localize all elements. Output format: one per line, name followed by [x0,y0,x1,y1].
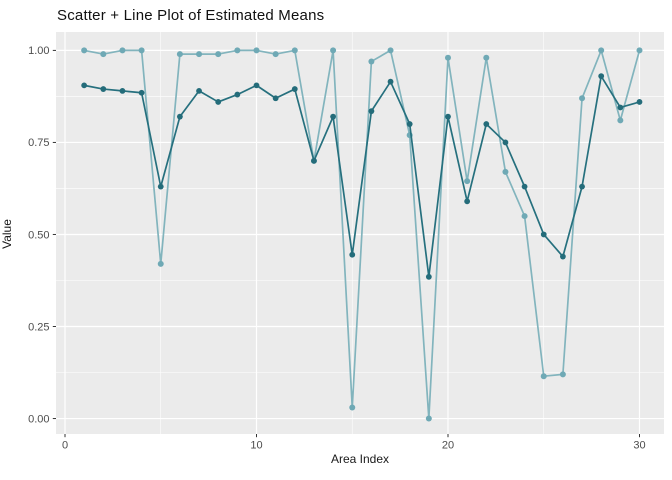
dark-teal-series [81,73,643,280]
dark-teal-series-point [157,183,164,190]
dark-teal-series-point [425,273,432,280]
light-teal-series-point [483,54,490,61]
dark-teal-series-point [483,121,490,127]
dark-teal-series-point [330,113,336,120]
y-tick-label: 0.00 [28,413,49,425]
light-teal-series-point [138,47,145,54]
dark-teal-series-point [253,82,260,89]
light-teal-series-point [521,213,528,220]
light-teal-series-point [579,95,586,102]
light-teal-series-point [636,47,643,54]
light-teal-series-point [368,58,375,65]
dark-teal-series-point [138,89,145,96]
light-teal-series-point [215,51,222,58]
light-teal-series-point [387,47,394,54]
light-teal-series-point [540,373,547,380]
light-teal-series-point [598,47,605,54]
light-teal-series-point [81,47,88,54]
light-teal-series-point [253,47,260,54]
dark-teal-series-point [349,251,356,258]
y-tick-label: 0.75 [28,137,49,149]
light-teal-series-point [617,117,624,124]
x-tick-label: 10 [250,440,262,452]
dark-teal-series-point [636,99,643,105]
light-teal-series-point [502,168,509,175]
y-tick-label: 0.25 [28,321,49,333]
y-axis-title: Value [0,219,14,249]
x-tick-label: 30 [633,440,645,452]
dark-teal-series-point [617,104,624,111]
light-teal-series-point [272,51,279,58]
light-teal-series-point [559,371,566,378]
dark-teal-series-point [521,183,528,190]
light-teal-series-point [119,47,126,54]
dark-teal-series-point [176,113,183,120]
dark-teal-series-point [119,88,126,94]
light-teal-series-point [349,404,356,411]
dark-teal-series-point [291,86,298,92]
dark-teal-series-point [598,73,605,80]
dark-teal-series-point [311,157,317,164]
light-teal-series [81,47,643,422]
dark-teal-series-point [559,253,566,260]
y-tick-label: 0.50 [28,229,49,241]
light-teal-series-point [157,260,164,267]
dark-teal-series-point [445,113,451,120]
x-tick-label: 0 [62,440,68,452]
dark-teal-series-point [502,139,509,146]
light-teal-series-point [464,178,471,185]
light-teal-series-point [176,51,183,58]
dark-teal-series-point [387,78,394,85]
light-teal-series-point [291,47,298,54]
plot-title: Scatter + Line Plot of Estimated Means [57,7,325,24]
x-tick-label: 20 [442,440,454,452]
data-series [81,47,643,422]
light-teal-series-point [100,51,107,58]
light-teal-series-point [234,47,241,54]
light-teal-series-line [83,49,641,420]
dark-teal-series-line [83,75,641,278]
dark-teal-series-point [368,108,375,115]
dark-teal-series-point [272,95,279,102]
dark-teal-series-point [100,86,107,92]
dark-teal-series-point [196,88,202,94]
x-axis-title: Area Index [330,452,390,466]
light-teal-series-point [196,51,203,58]
dark-teal-series-point [215,99,222,105]
dark-teal-series-point [81,82,88,89]
axis-ticks [52,49,640,438]
dark-teal-series-point [406,121,413,127]
light-teal-series-point [444,54,451,61]
y-tick-label: 1.00 [28,45,49,57]
dark-teal-series-point [464,198,471,205]
axis-tick-labels: 0 10 20 30 0.00 0.25 0.50 0.75 1.00 [28,45,646,451]
light-teal-series-point [425,415,432,422]
light-teal-series-point [330,47,337,54]
dark-teal-series-point [540,231,547,238]
dark-teal-series-point [579,183,585,190]
dark-teal-series-point [234,91,241,98]
